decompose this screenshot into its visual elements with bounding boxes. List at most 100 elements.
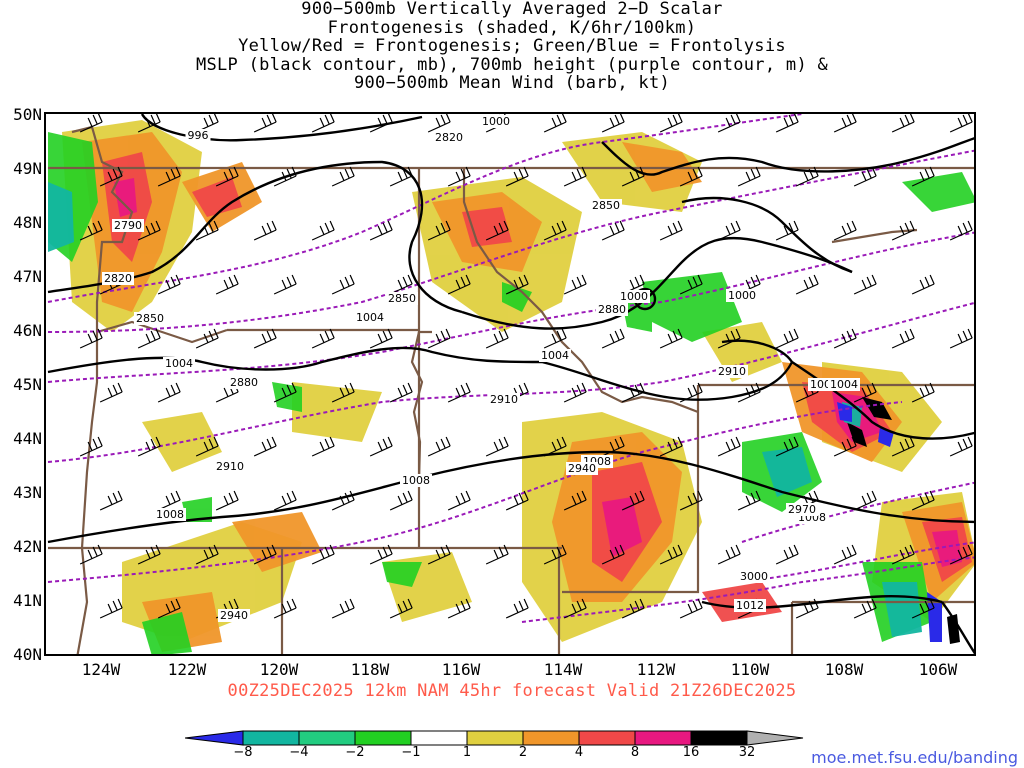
wind-barb [543, 436, 567, 457]
wind-barb [389, 166, 413, 187]
lon-label-114w: 114W [543, 660, 583, 679]
wind-barb [949, 544, 973, 565]
valid-time-text: 00Z25DEC2025 12km NAM 45hr forecast Vali… [227, 681, 797, 701]
wind-barb [79, 328, 103, 349]
colorbar-tick-label: −2 [345, 745, 365, 760]
lon-label-108w: 108W [824, 660, 864, 679]
lon-label-106w: 106W [918, 660, 958, 679]
mslp-contour-label: 1004 [830, 378, 858, 391]
colorbar-swatch [746, 730, 804, 746]
wind-barb [137, 328, 161, 349]
contour-label-bg [386, 292, 418, 305]
title-line-3: Yellow/Red = Frontogenesis; Green/Blue =… [238, 36, 786, 56]
height-contour-label: 2910 [718, 365, 746, 378]
title-line-5: 900−500mb Mean Wind (barb, kt) [353, 73, 671, 93]
height-contour-label: 2850 [136, 312, 164, 325]
wind-barb [621, 382, 645, 403]
colorbar-swatch [185, 730, 244, 746]
wind-barb [795, 598, 819, 619]
mslp-contour-label: 1004 [165, 357, 193, 370]
wind-barb [157, 382, 181, 403]
mslp-contour-label: 1012 [736, 599, 764, 612]
wind-barb [601, 436, 625, 457]
wind-barb [99, 598, 123, 619]
colorbar-swatch [242, 730, 300, 746]
colorbar-swatch [466, 730, 524, 746]
wind-barb [775, 328, 799, 349]
wind-barb [195, 114, 219, 133]
wind-barb [833, 328, 857, 349]
wind-barb [563, 598, 587, 619]
wind-barb [485, 436, 509, 457]
lat-label-42n: 42N [13, 537, 42, 556]
wind-barb [775, 436, 799, 457]
wind-barb [775, 220, 799, 241]
wind-barb [369, 544, 393, 565]
wind-barb [833, 220, 857, 241]
contour-label-bg [734, 599, 766, 612]
height-contour-label: 2850 [388, 292, 416, 305]
wind-barb [215, 490, 239, 511]
wind-barb [195, 220, 219, 241]
mslp-contour-label: 1000 [728, 289, 756, 302]
wind-barb [601, 544, 625, 565]
colorbar-tick-label: 4 [574, 745, 584, 760]
wind-barb [311, 544, 335, 565]
wind-barb [447, 274, 471, 295]
wind-barb [427, 328, 451, 349]
wind-barb [195, 436, 219, 457]
wind-barb [853, 598, 877, 619]
wind-barb [79, 436, 103, 457]
wind-barb [485, 328, 509, 349]
state-boundaries [48, 125, 974, 654]
contour-label-bg [433, 131, 465, 144]
contour-label-bg [786, 503, 818, 516]
wind-barb [659, 220, 683, 241]
wind-barb [659, 544, 683, 565]
contour-label-bg [596, 303, 628, 316]
wind-barb [679, 274, 703, 295]
wind-barb [795, 274, 819, 295]
wind-barb [137, 544, 161, 565]
lon-label-120w: 120W [259, 660, 299, 679]
colorbar-swatch [522, 730, 580, 746]
mslp-contour-label: 1008 [156, 508, 184, 521]
wind-barb [775, 544, 799, 565]
wind-barb [543, 544, 567, 565]
wind-barb [543, 114, 567, 133]
wind-barb [79, 544, 103, 565]
lon-label-116w: 116W [441, 660, 481, 679]
map-panel: 996 1000 1000 1000 1004 1004 1004 1008 1008 1008 1… [44, 112, 976, 656]
contour-label-bg [618, 290, 650, 303]
wind-barb [505, 166, 529, 187]
lat-label-43n: 43N [13, 483, 42, 502]
wind-barb [911, 598, 935, 619]
wind-barb [331, 166, 355, 187]
lon-label-124w: 124W [81, 660, 121, 679]
lon-label-122w: 122W [167, 660, 207, 679]
wind-barb [485, 544, 509, 565]
height-contour-label: 2820 [435, 131, 463, 144]
wind-barb [253, 436, 277, 457]
contour-label-bg [828, 378, 860, 391]
wind-barb [563, 274, 587, 295]
wind-barb [911, 490, 935, 511]
wind-barb [853, 490, 877, 511]
wind-barb [679, 382, 703, 403]
mslp-contour-label: 996 [188, 129, 209, 142]
wind-barb [891, 544, 915, 565]
wind-barb [505, 274, 529, 295]
wind-barb [717, 544, 741, 565]
chart-title: 900−500mb Vertically Averaged 2−D Scalar… [0, 0, 1024, 93]
contour-label-bg [154, 508, 186, 521]
wind-barb [137, 220, 161, 241]
wind-barb [505, 598, 529, 619]
colorbar-tick-label: 16 [682, 745, 700, 760]
wind-barb [253, 114, 277, 133]
height-contour-label: 3000 [740, 570, 768, 583]
contour-label-bg [590, 199, 622, 212]
wind-barb [273, 166, 297, 187]
height-contour-label: 2910 [490, 393, 518, 406]
colorbar-tick-label: −1 [401, 745, 421, 760]
contour-label-bg [228, 376, 260, 389]
